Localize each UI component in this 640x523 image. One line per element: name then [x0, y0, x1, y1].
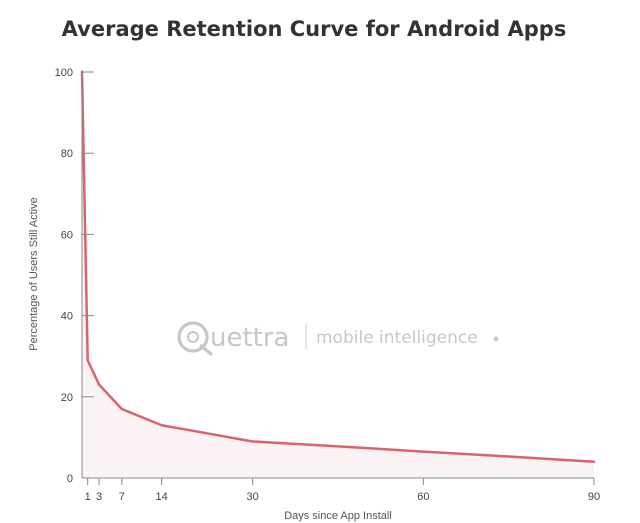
quettra-logo-icon [177, 321, 213, 356]
watermark: uettra mobile intelligence [177, 321, 499, 356]
y-tick-label-0: 0 [67, 473, 73, 485]
chart-title: Average Retention Curve for Android Apps [62, 17, 567, 41]
x-tick-label-1: 1 [85, 491, 91, 503]
x-tick-label-90: 90 [588, 491, 600, 503]
series-0-line [80, 70, 596, 464]
x-tick-label-30: 30 [247, 491, 259, 503]
watermark-tagline: mobile intelligence [316, 328, 478, 348]
watermark-dot [493, 336, 499, 342]
x-tick-label-3: 3 [96, 491, 102, 503]
y-tick-label-40: 40 [61, 311, 73, 323]
y-tick-label-100: 100 [55, 67, 73, 79]
x-tick-label-60: 60 [417, 491, 429, 503]
watermark-brand: uettra [210, 323, 290, 353]
x-tick-label-7: 7 [119, 491, 125, 503]
x-tick-label-14: 14 [156, 491, 168, 503]
y-tick-label-20: 20 [61, 392, 73, 404]
y-axis-label: Percentage of Users Still Active [28, 197, 40, 350]
plot-area [80, 70, 596, 478]
y-tick-label-60: 60 [61, 229, 73, 241]
axes: 0 20 40 60 80 100 1 3 7 14 30 60 90 [55, 67, 600, 503]
x-axis-label: Days since App Install [284, 510, 392, 522]
series-0-area [82, 72, 594, 478]
y-tick-label-80: 80 [61, 148, 73, 160]
